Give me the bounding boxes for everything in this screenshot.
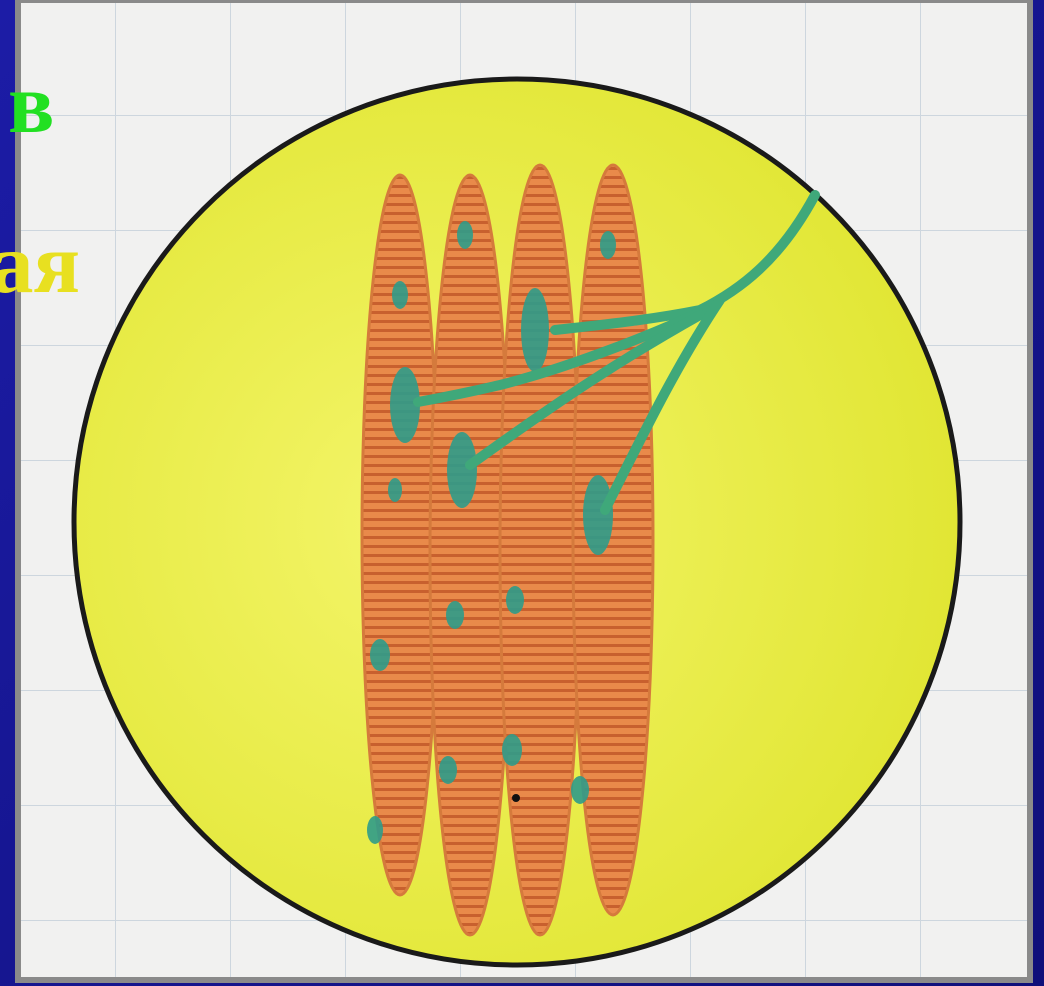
- slide: в ая: [0, 0, 1044, 986]
- illustration: [18, 0, 1030, 980]
- slide-text: в: [8, 55, 54, 151]
- slide-text: ая: [0, 215, 80, 311]
- page: в ая (() => { const data = JSON.parse(do…: [0, 0, 1044, 986]
